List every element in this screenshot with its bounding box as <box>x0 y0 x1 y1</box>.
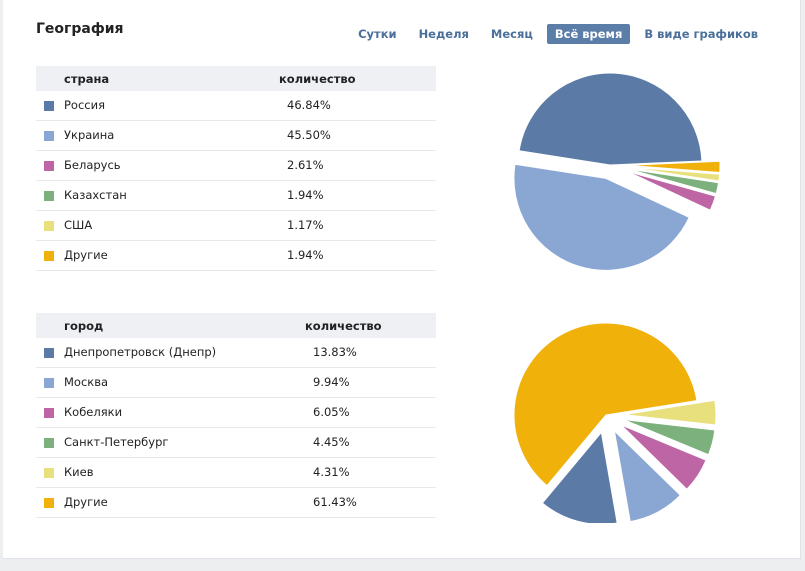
city-name: Днепропетровск (Днепр) <box>64 345 217 359</box>
city-value: 6.05% <box>313 405 350 419</box>
country-value: 1.94% <box>287 248 324 262</box>
legend-swatch <box>44 348 54 358</box>
city-name: Санкт-Петербург <box>64 435 169 449</box>
geography-panel: География Сутки Неделя Месяц Всё время В… <box>3 0 801 559</box>
country-name: Украина <box>64 128 115 142</box>
table-row: Москва 9.94% <box>36 368 436 398</box>
table-row: Другие 1.94% <box>36 241 436 271</box>
countries-table-header: страна количество <box>36 66 436 91</box>
period-week-tab[interactable]: Неделя <box>418 27 469 41</box>
city-value: 4.45% <box>313 435 350 449</box>
cities-pie-chart <box>513 322 717 523</box>
city-name: Киев <box>64 465 94 479</box>
country-value: 1.94% <box>287 188 324 202</box>
city-name: Москва <box>64 375 109 389</box>
period-all-time-tab[interactable]: Всё время <box>546 24 631 44</box>
city-value: 4.31% <box>313 465 350 479</box>
period-month-tab[interactable]: Месяц <box>490 27 533 41</box>
city-value: 9.94% <box>313 375 350 389</box>
pie-slice-3 <box>626 170 717 211</box>
period-day-tab[interactable]: Сутки <box>358 27 397 41</box>
legend-swatch <box>44 438 54 448</box>
countries-table: страна количество Россия 46.84% Украина … <box>36 66 436 271</box>
count-column-header: количество <box>279 72 356 86</box>
countries-pie-chart <box>513 72 721 271</box>
table-row: Киев 4.31% <box>36 458 436 488</box>
pie-slice-4 <box>623 419 716 456</box>
country-name: Россия <box>64 98 106 112</box>
pie-slice-5 <box>627 166 721 182</box>
cities-table: город количество Днепропетровск (Днепр) … <box>36 313 436 518</box>
pie-slice-1 <box>518 72 703 166</box>
legend-swatch <box>44 468 54 478</box>
table-row: Днепропетровск (Днепр) 13.83% <box>36 338 436 368</box>
table-row: Казахстан 1.94% <box>36 181 436 211</box>
country-column-header: страна <box>64 72 110 86</box>
city-column-header: город <box>64 319 104 333</box>
cities-table-header: город количество <box>36 313 436 338</box>
legend-swatch <box>44 378 54 388</box>
legend-swatch <box>44 408 54 418</box>
city-name: Другие <box>64 495 108 509</box>
pie-slice-5 <box>623 399 717 426</box>
view-as-charts-link[interactable]: В виде графиков <box>644 27 758 41</box>
legend-swatch <box>44 161 54 171</box>
city-name: Кобеляки <box>64 405 123 419</box>
country-name: Другие <box>64 248 108 262</box>
period-switcher: Сутки Неделя Месяц Всё время В виде граф… <box>344 24 766 44</box>
count-column-header: количество <box>305 319 382 333</box>
table-row: Украина 45.50% <box>36 121 436 151</box>
legend-swatch <box>44 251 54 261</box>
country-name: Беларусь <box>64 158 121 172</box>
legend-swatch <box>44 101 54 111</box>
table-row: Беларусь 2.61% <box>36 151 436 181</box>
pie-slice-6 <box>627 160 721 174</box>
legend-swatch <box>44 221 54 231</box>
pie-slice-1 <box>541 431 618 523</box>
pie-slice-3 <box>620 424 707 490</box>
legend-swatch <box>44 191 54 201</box>
table-row: Санкт-Петербург 4.45% <box>36 428 436 458</box>
country-value: 46.84% <box>287 98 331 112</box>
country-name: США <box>64 218 93 232</box>
country-value: 45.50% <box>287 128 331 142</box>
panel-title: География <box>36 21 124 37</box>
country-name: Казахстан <box>64 188 127 202</box>
pie-slice-6 <box>513 322 698 487</box>
city-value: 61.43% <box>313 495 357 509</box>
country-value: 1.17% <box>287 218 324 232</box>
pie-slice-4 <box>627 168 720 195</box>
legend-swatch <box>44 131 54 141</box>
table-row: Россия 46.84% <box>36 91 436 121</box>
country-value: 2.61% <box>287 158 324 172</box>
pie-slice-2 <box>513 163 690 271</box>
pie-slice-2 <box>613 429 681 523</box>
table-row: Кобеляки 6.05% <box>36 398 436 428</box>
table-row: США 1.17% <box>36 211 436 241</box>
city-value: 13.83% <box>313 345 357 359</box>
legend-swatch <box>44 498 54 508</box>
table-row: Другие 61.43% <box>36 488 436 518</box>
